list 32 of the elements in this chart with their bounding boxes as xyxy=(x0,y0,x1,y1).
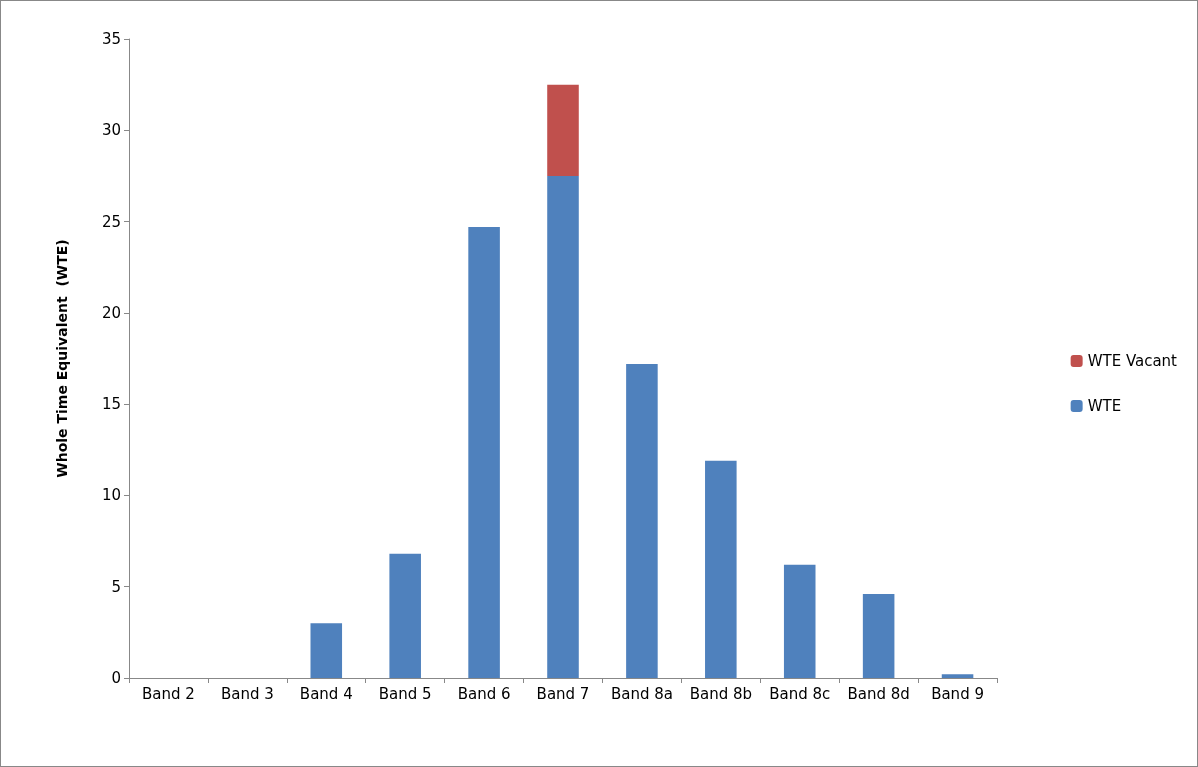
bar xyxy=(862,594,895,678)
bar xyxy=(941,674,974,678)
x-tick-label: Band 3 xyxy=(220,684,274,703)
bar xyxy=(705,460,737,678)
bar xyxy=(783,564,816,678)
bar xyxy=(547,84,579,176)
x-tick-label: Band 6 xyxy=(457,684,511,703)
x-tick-label: Band 8a xyxy=(610,684,673,703)
bar xyxy=(389,553,421,678)
x-tick-label: Band 8c xyxy=(769,684,831,703)
y-tick-label: 10 xyxy=(101,486,121,505)
x-tick-label: Band 8b xyxy=(689,684,752,703)
x-tick-label: Band 4 xyxy=(299,684,353,703)
x-tick-label: Band 7 xyxy=(536,684,590,703)
y-tick-label: 20 xyxy=(101,303,121,322)
y-tick-label: 5 xyxy=(111,577,121,596)
bar xyxy=(468,227,500,678)
x-tick-label: Band 8d xyxy=(847,684,910,703)
y-tick-label: 25 xyxy=(101,212,121,231)
bar xyxy=(310,623,343,678)
legend-label: WTE xyxy=(1087,397,1122,415)
bar xyxy=(626,363,658,678)
x-tick-label: Band 2 xyxy=(142,684,195,703)
y-axis-title: Whole Time Equivalent (WTE) xyxy=(54,239,70,478)
y-tick-label: 15 xyxy=(101,395,121,414)
y-tick-label: 35 xyxy=(101,30,121,48)
legend-label: WTE Vacant xyxy=(1087,352,1178,370)
y-tick-label: 0 xyxy=(111,669,121,687)
x-tick-label: Band 5 xyxy=(378,684,432,703)
y-tick-label: 30 xyxy=(101,121,121,140)
bar xyxy=(547,175,579,678)
x-tick-label: Band 9 xyxy=(931,684,984,703)
